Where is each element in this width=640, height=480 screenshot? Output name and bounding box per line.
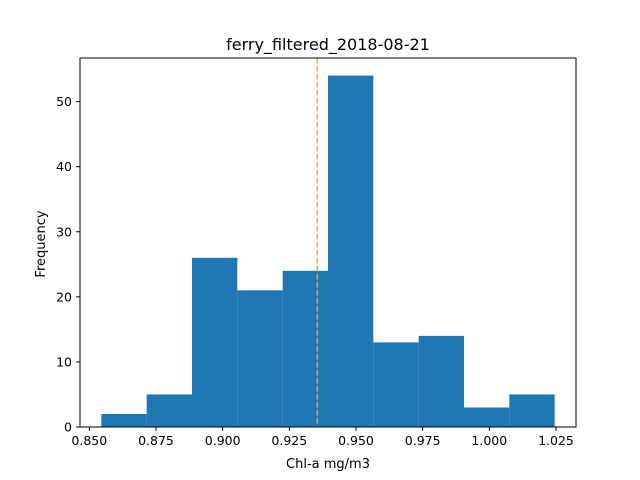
y-axis-label: Frequency [34, 210, 49, 277]
x-tick-label-8: 1.025 [538, 433, 574, 448]
y-tick-label-3: 20 [56, 289, 72, 304]
x-tick-label-3: 0.900 [205, 433, 241, 448]
x-tick-label-5: 0.950 [338, 433, 374, 448]
y-tick-label-5: 40 [56, 159, 72, 174]
histogram-bar-9 [464, 407, 510, 427]
histogram-bar-8 [418, 335, 464, 427]
x-tick-label-6: 0.975 [405, 433, 441, 448]
histogram-bar-7 [373, 342, 419, 427]
histogram-bar-3 [192, 257, 238, 427]
x-tick-label-4: 0.925 [271, 433, 307, 448]
histogram-bar-4 [237, 290, 283, 427]
y-axis-ticks: 0 10 20 30 40 50 [56, 94, 80, 435]
histogram-bar-5 [282, 270, 328, 427]
histogram-bar-10 [509, 394, 555, 427]
x-tick-label-2: 0.875 [138, 433, 174, 448]
y-tick-label-2: 10 [56, 354, 72, 369]
x-tick-label-1: 0.850 [71, 433, 107, 448]
histogram-bars [101, 75, 555, 428]
x-axis-label: Chl-a mg/m3 [286, 457, 370, 472]
x-tick-label-7: 1.000 [471, 433, 507, 448]
y-tick-label-6: 50 [56, 94, 72, 109]
histogram-bar-2 [146, 394, 192, 427]
y-tick-label-1: 0 [64, 420, 72, 435]
histogram-bar-6 [328, 75, 374, 428]
axes-frame [79, 57, 577, 428]
x-axis-ticks: 0.850 0.875 0.900 0.925 0.950 0.975 1.000 1.025 [71, 427, 574, 448]
chart-title: ferry_filtered_2018-08-21 [226, 35, 430, 55]
y-tick-label-4: 30 [56, 224, 72, 239]
histogram-bar-1 [101, 413, 147, 427]
